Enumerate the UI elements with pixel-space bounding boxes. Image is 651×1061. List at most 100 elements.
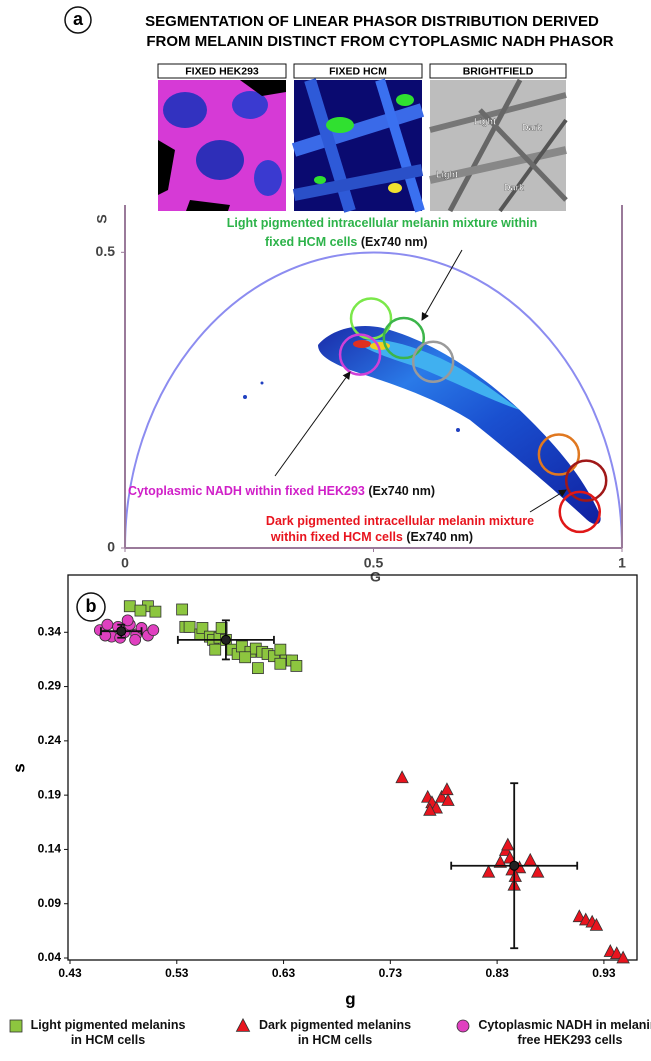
chart-title: SEGMENTATION OF LINEAR PHASOR DISTRIBUTI… — [145, 13, 599, 30]
x-tick-label: 0.73 — [379, 966, 403, 980]
point — [134, 604, 147, 617]
x-tick-label: 1 — [618, 555, 626, 571]
y-tick-label: 0.5 — [96, 243, 116, 259]
mean-point — [509, 860, 520, 871]
annotation-arrow — [529, 489, 567, 513]
image-brightfield: BRIGHTFIELD — [429, 63, 568, 213]
point — [183, 620, 196, 633]
point — [290, 660, 303, 672]
image-label: FIXED HEK293 — [185, 65, 259, 77]
panel-label-circle — [76, 592, 106, 622]
point — [123, 600, 136, 613]
annotation: fixed HCM cells (Ex740 nm) — [265, 235, 428, 249]
legend-marker — [456, 1019, 470, 1033]
point — [423, 802, 437, 816]
point — [196, 622, 209, 634]
x-axis-label: G — [370, 569, 381, 585]
y-tick-label: 0 — [107, 539, 115, 555]
legend-label: Cytoplasmic NADH in melanin-free HEK293 … — [478, 1018, 651, 1047]
point — [530, 864, 545, 878]
point — [493, 854, 508, 868]
point — [441, 793, 455, 806]
point — [149, 605, 162, 618]
point — [616, 950, 630, 964]
image-annotation: Dark — [504, 182, 525, 192]
point — [176, 603, 189, 616]
point — [610, 946, 624, 960]
point — [501, 837, 515, 851]
annotation-note: (Ex740 nm) — [368, 484, 435, 498]
image-label: BRIGHTFIELD — [463, 65, 534, 77]
point — [508, 869, 522, 882]
image-label: FIXED HCM — [329, 65, 387, 77]
segmentation-circle — [338, 333, 382, 376]
point — [239, 651, 252, 664]
point — [209, 643, 222, 656]
x-tick-label: 0.83 — [485, 966, 509, 980]
point — [268, 650, 280, 663]
image-hcm: FIXED HCM — [291, 63, 425, 213]
legend-entry: Dark pigmented melanins in HCM cells — [235, 1018, 415, 1048]
x-tick-label: 0.5 — [364, 555, 384, 571]
point — [252, 662, 264, 675]
annotation-text: Light pigmented intracellular melanin mi… — [227, 216, 537, 230]
point — [9, 1019, 23, 1033]
point — [589, 917, 604, 931]
x-tick-label: 0.53 — [165, 966, 189, 980]
legend-marker — [235, 1018, 251, 1032]
annotation: Light pigmented intracellular melanin mi… — [227, 216, 537, 230]
annotation: Cytoplasmic NADH within fixed HEK293 (Ex… — [128, 484, 435, 498]
mean-point — [220, 634, 231, 645]
plot-frame — [67, 574, 638, 961]
y-axis-label: s — [9, 763, 28, 772]
annotation-arrow — [421, 249, 463, 321]
y-tick-label: 0.04 — [38, 950, 62, 964]
point — [215, 622, 228, 634]
point — [434, 789, 449, 803]
mean-point — [116, 626, 127, 637]
y-tick-label: 0.34 — [38, 624, 62, 638]
point — [101, 618, 114, 631]
legend-label: Light pigmented melanins in HCM cells — [30, 1018, 186, 1047]
annotation-text: fixed HCM cells — [265, 235, 357, 249]
point — [99, 629, 112, 642]
point — [121, 614, 134, 627]
point — [503, 850, 517, 864]
x-axis-label: g — [345, 989, 355, 1008]
segmentation-circle — [537, 433, 581, 476]
x-tick-label: 0.93 — [592, 966, 616, 980]
y-tick-label: 0.24 — [38, 733, 62, 747]
x-tick-label: 0.63 — [272, 966, 296, 980]
image-annotation: Dark — [522, 122, 543, 132]
point — [274, 657, 287, 670]
image-annotation: Light — [436, 169, 458, 179]
segmentation-circle — [558, 490, 602, 534]
point — [147, 624, 160, 637]
point — [523, 852, 537, 866]
y-tick-label: 0.19 — [38, 787, 62, 801]
universal-circle — [124, 251, 623, 549]
image-hek293: FIXED HEK293 — [157, 63, 287, 211]
annotation-text: Dark pigmented intracellular melanin mix… — [266, 514, 534, 528]
point — [481, 864, 496, 878]
annotation-note: (Ex740 nm) — [361, 235, 428, 249]
legend-label: Dark pigmented melanins in HCM cells — [258, 1018, 412, 1047]
panel-label-circle — [64, 6, 92, 34]
point — [274, 643, 287, 656]
annotation-arrow — [274, 371, 351, 477]
segmentation-circle — [564, 459, 608, 502]
annotation-text: Cytoplasmic NADH within fixed HEK293 — [128, 484, 365, 498]
point — [235, 1018, 251, 1032]
annotation-text: within fixed HCM cells — [270, 530, 403, 544]
point — [440, 782, 454, 796]
y-tick-label: 0.14 — [38, 842, 62, 856]
segmentation-circle — [382, 316, 426, 360]
annotation: Dark pigmented intracellular melanin mix… — [266, 514, 534, 528]
point — [456, 1019, 470, 1033]
y-axis-label: S — [94, 214, 110, 223]
panel-label: a — [73, 9, 84, 29]
x-tick-label: 0 — [121, 555, 129, 571]
point — [572, 909, 587, 923]
